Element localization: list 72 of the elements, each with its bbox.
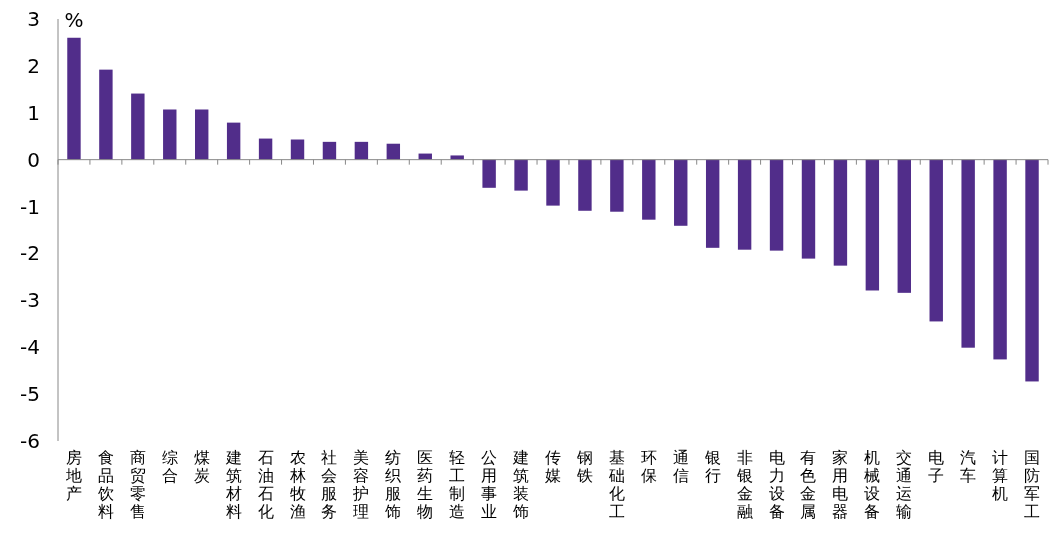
- x-tick-label: 机械设备: [864, 448, 881, 521]
- bar: [67, 37, 81, 160]
- bar: [226, 122, 241, 160]
- x-tick-label: 通信: [672, 448, 689, 485]
- bar: [450, 155, 464, 160]
- x-tick-label: 食品饮料: [96, 448, 114, 521]
- bar: [131, 93, 145, 160]
- x-tick-label: 建筑材料: [224, 448, 242, 521]
- bar: [354, 141, 369, 160]
- y-tick-label: -6: [20, 429, 40, 453]
- x-tick-label: 计算机: [992, 448, 1009, 503]
- bar: [99, 69, 113, 160]
- x-tick-label: 农林牧渔: [288, 448, 306, 521]
- y-tick-label: -2: [20, 241, 40, 266]
- bar: [195, 109, 209, 160]
- bar: [833, 159, 848, 266]
- x-tick-label: 房地产: [64, 448, 82, 503]
- x-tick-label: 煤炭: [193, 448, 210, 485]
- x-tick-label: 有色金属: [800, 448, 817, 521]
- bar: [482, 159, 496, 188]
- x-tick-label: 社会服务: [321, 448, 338, 521]
- bar: [993, 159, 1007, 360]
- bar: [578, 159, 592, 211]
- x-tick-label: 银行: [703, 448, 721, 485]
- x-tick-label: 家用电器: [832, 448, 849, 521]
- bar: [258, 138, 273, 160]
- x-tick-label: 建筑装饰: [512, 448, 530, 521]
- bar: [865, 159, 880, 291]
- bar: [322, 141, 337, 160]
- x-tick-label: 传媒: [545, 448, 561, 485]
- bar: [705, 159, 720, 248]
- bar: [610, 159, 624, 212]
- x-tick-label: 汽车: [960, 448, 977, 485]
- bar: [737, 159, 752, 250]
- x-tick-label: 医药生物: [417, 448, 434, 521]
- bar: [546, 159, 560, 206]
- bar: [674, 159, 688, 226]
- x-tick-label: 公用事业: [481, 448, 498, 521]
- bar: [163, 109, 177, 160]
- x-tick-label: 纺织服饰: [384, 448, 402, 521]
- bar: [386, 143, 401, 160]
- y-tick-label: -1: [20, 194, 40, 219]
- x-tick-label: 轻工制造: [449, 448, 466, 521]
- y-axis-title: %: [64, 8, 84, 32]
- y-tick-label: 0: [27, 147, 40, 172]
- bar: [642, 159, 656, 220]
- bar: [929, 159, 943, 322]
- y-tick-label: 3: [27, 7, 40, 31]
- x-tick-label: 非银金融: [735, 448, 753, 521]
- x-tick-label: 石油石化: [257, 448, 274, 521]
- bar: [801, 159, 816, 259]
- bar: [1025, 159, 1039, 382]
- bar: [897, 159, 911, 293]
- bar: [290, 139, 305, 160]
- y-tick-label: -3: [20, 288, 40, 313]
- x-tick-label: 钢铁: [575, 448, 593, 485]
- x-tick-label: 美容护理: [352, 448, 370, 521]
- x-tick-label: 基础化工: [607, 448, 625, 521]
- y-tick-label: 1: [27, 100, 40, 125]
- x-tick-label: 电子: [928, 448, 945, 485]
- x-tick-label: 商贸零售: [129, 448, 146, 521]
- x-tick-label: 电力设备: [768, 448, 785, 521]
- x-tick-label: 综合: [161, 448, 178, 485]
- x-tick-label: 国防军工: [1024, 448, 1041, 521]
- y-tick-label: 2: [27, 53, 40, 78]
- y-tick-label: -5: [20, 382, 40, 407]
- bar: [514, 159, 528, 191]
- y-tick-label: -4: [20, 335, 40, 360]
- bar: [961, 159, 975, 348]
- bar: [769, 159, 784, 251]
- x-tick-label: 环保: [640, 448, 657, 485]
- x-tick-label: 交通运输: [896, 448, 913, 521]
